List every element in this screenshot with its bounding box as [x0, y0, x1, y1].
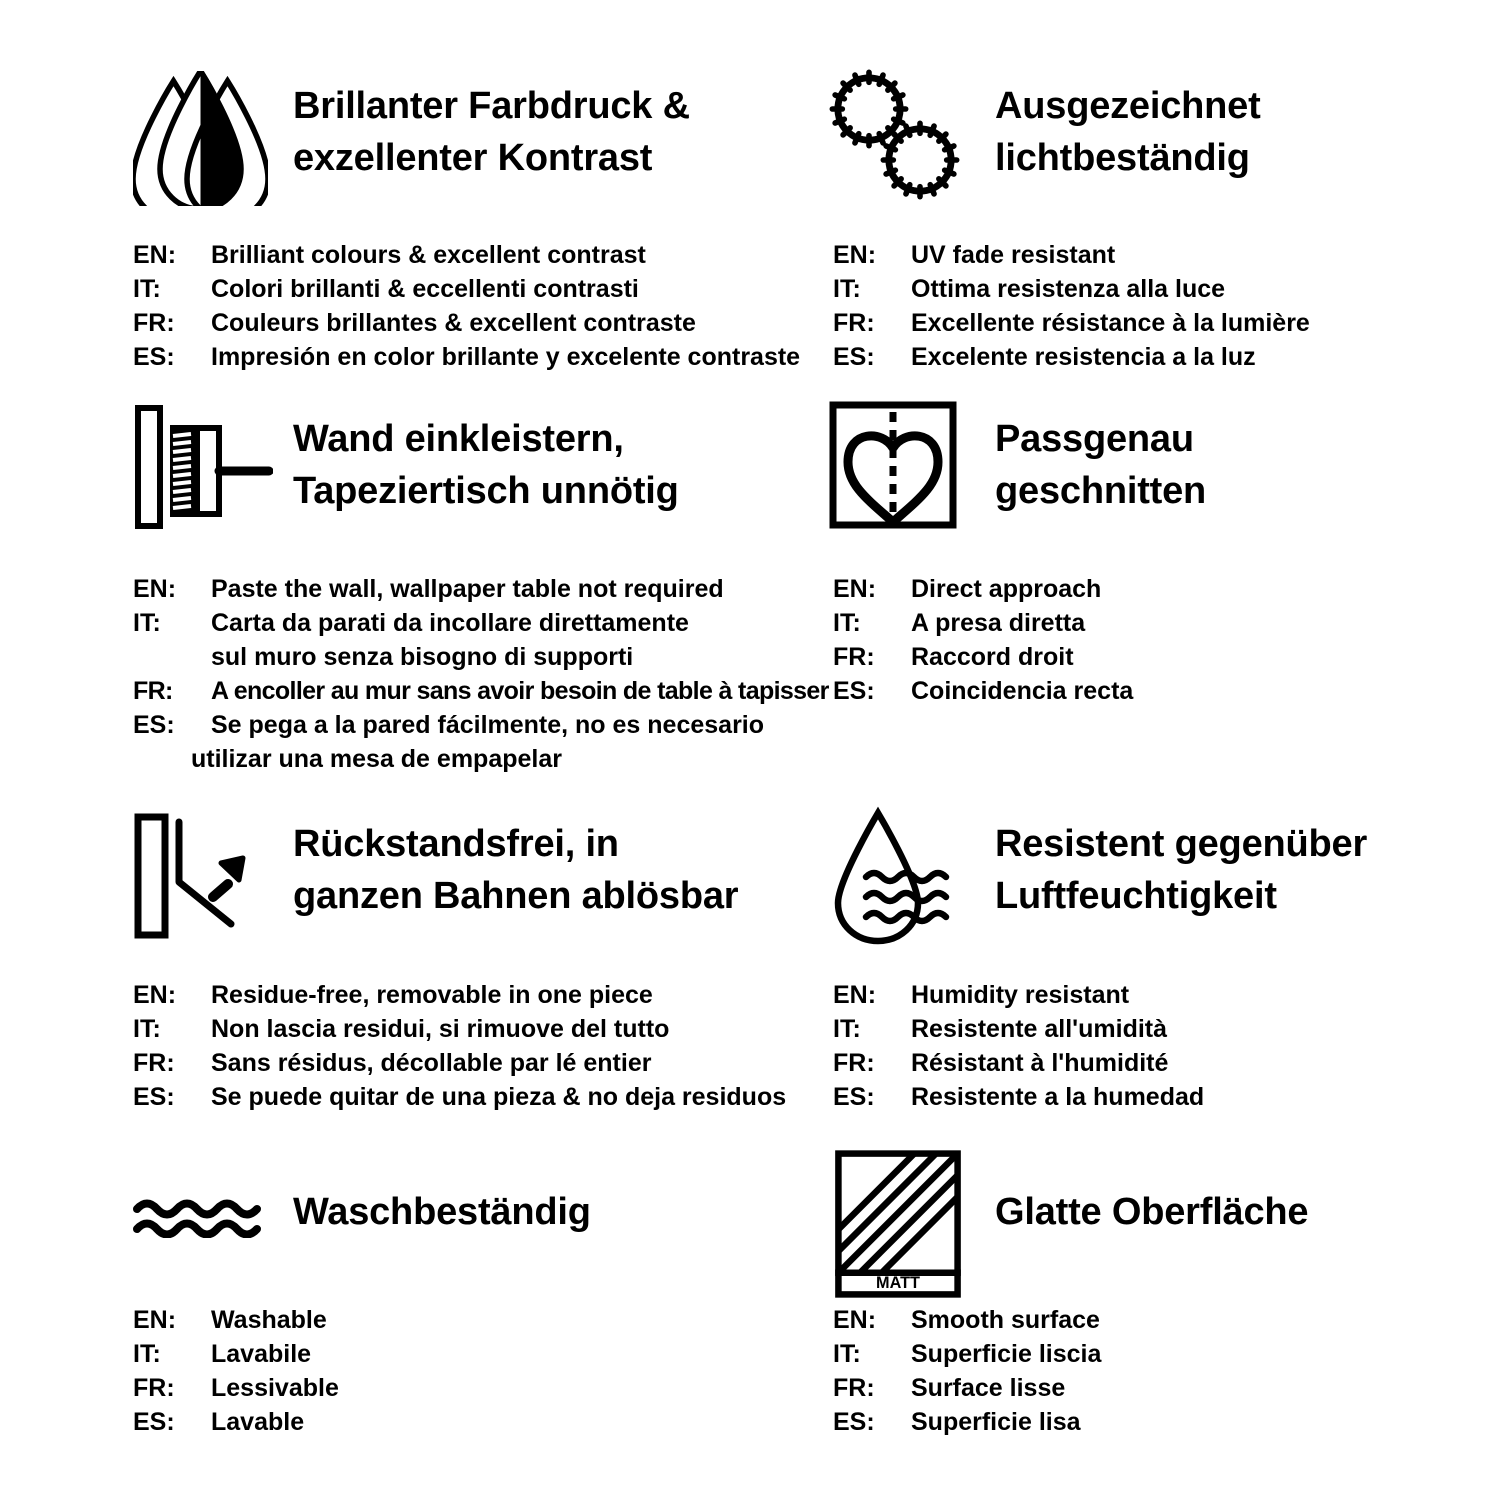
- svg-text:MATT: MATT: [876, 1274, 920, 1292]
